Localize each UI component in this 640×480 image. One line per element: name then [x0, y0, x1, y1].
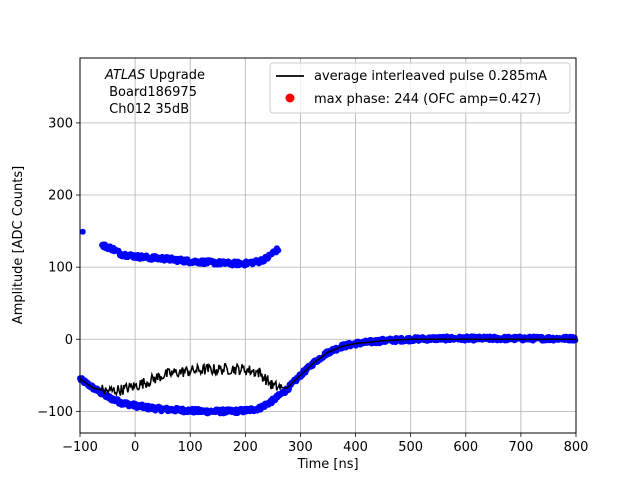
y-tick-label: 0 — [65, 333, 73, 348]
x-tick-label: −100 — [62, 440, 98, 455]
average-pulse-line — [79, 338, 576, 398]
x-tick-label: 0 — [131, 440, 139, 455]
x-tick-label: 600 — [453, 440, 478, 455]
plot-frame — [79, 57, 577, 434]
x-tick-label: 400 — [343, 440, 368, 455]
y-tick-label: 300 — [48, 116, 73, 131]
y-axis-label: Amplitude [ADC Counts] — [11, 166, 26, 324]
annotation-atlas: ATLAS — [104, 68, 145, 83]
annotation-channel: Ch012 35dB — [105, 102, 189, 117]
legend-average-pulse: average interleaved pulse 0.285mA — [314, 69, 547, 84]
svg-text:ATLAS Upgrade: ATLAS Upgrade — [104, 68, 205, 83]
grid — [79, 58, 577, 433]
x-tick-label: 100 — [178, 440, 203, 455]
plot-area — [80, 58, 576, 433]
legend-marker-swatch — [285, 93, 295, 103]
annotation-upgrade: Upgrade — [145, 68, 205, 83]
upper-band-points — [79, 228, 282, 269]
y-tick-label: −100 — [37, 405, 73, 420]
legend-box — [269, 62, 571, 114]
legend: average interleaved pulse 0.285mA max ph… — [269, 62, 571, 114]
y-tick-label: 100 — [48, 261, 73, 276]
average-pulse-layer — [79, 338, 576, 398]
atlas-annotation: ATLAS Upgrade Board186975 Ch012 35dB — [104, 68, 205, 117]
x-tick-label: 700 — [508, 440, 533, 455]
annotation-board: Board186975 — [105, 85, 197, 100]
x-axis: −100 0 100 200 300 400 500 600 700 800 — [62, 433, 588, 455]
x-tick-label: 300 — [288, 440, 313, 455]
upper-band-point — [275, 247, 282, 254]
x-tick-label: 800 — [564, 440, 589, 455]
x-tick-label: 500 — [398, 440, 423, 455]
x-axis-label: Time [ns] — [296, 457, 358, 472]
legend-max-phase: max phase: 244 (OFC amp=0.427) — [314, 92, 541, 107]
upper-band-point — [79, 228, 86, 235]
main-band-point — [572, 337, 579, 344]
y-axis: −100 0 100 200 300 — [37, 116, 80, 420]
x-tick-label: 200 — [233, 440, 258, 455]
y-tick-label: 200 — [48, 189, 73, 204]
